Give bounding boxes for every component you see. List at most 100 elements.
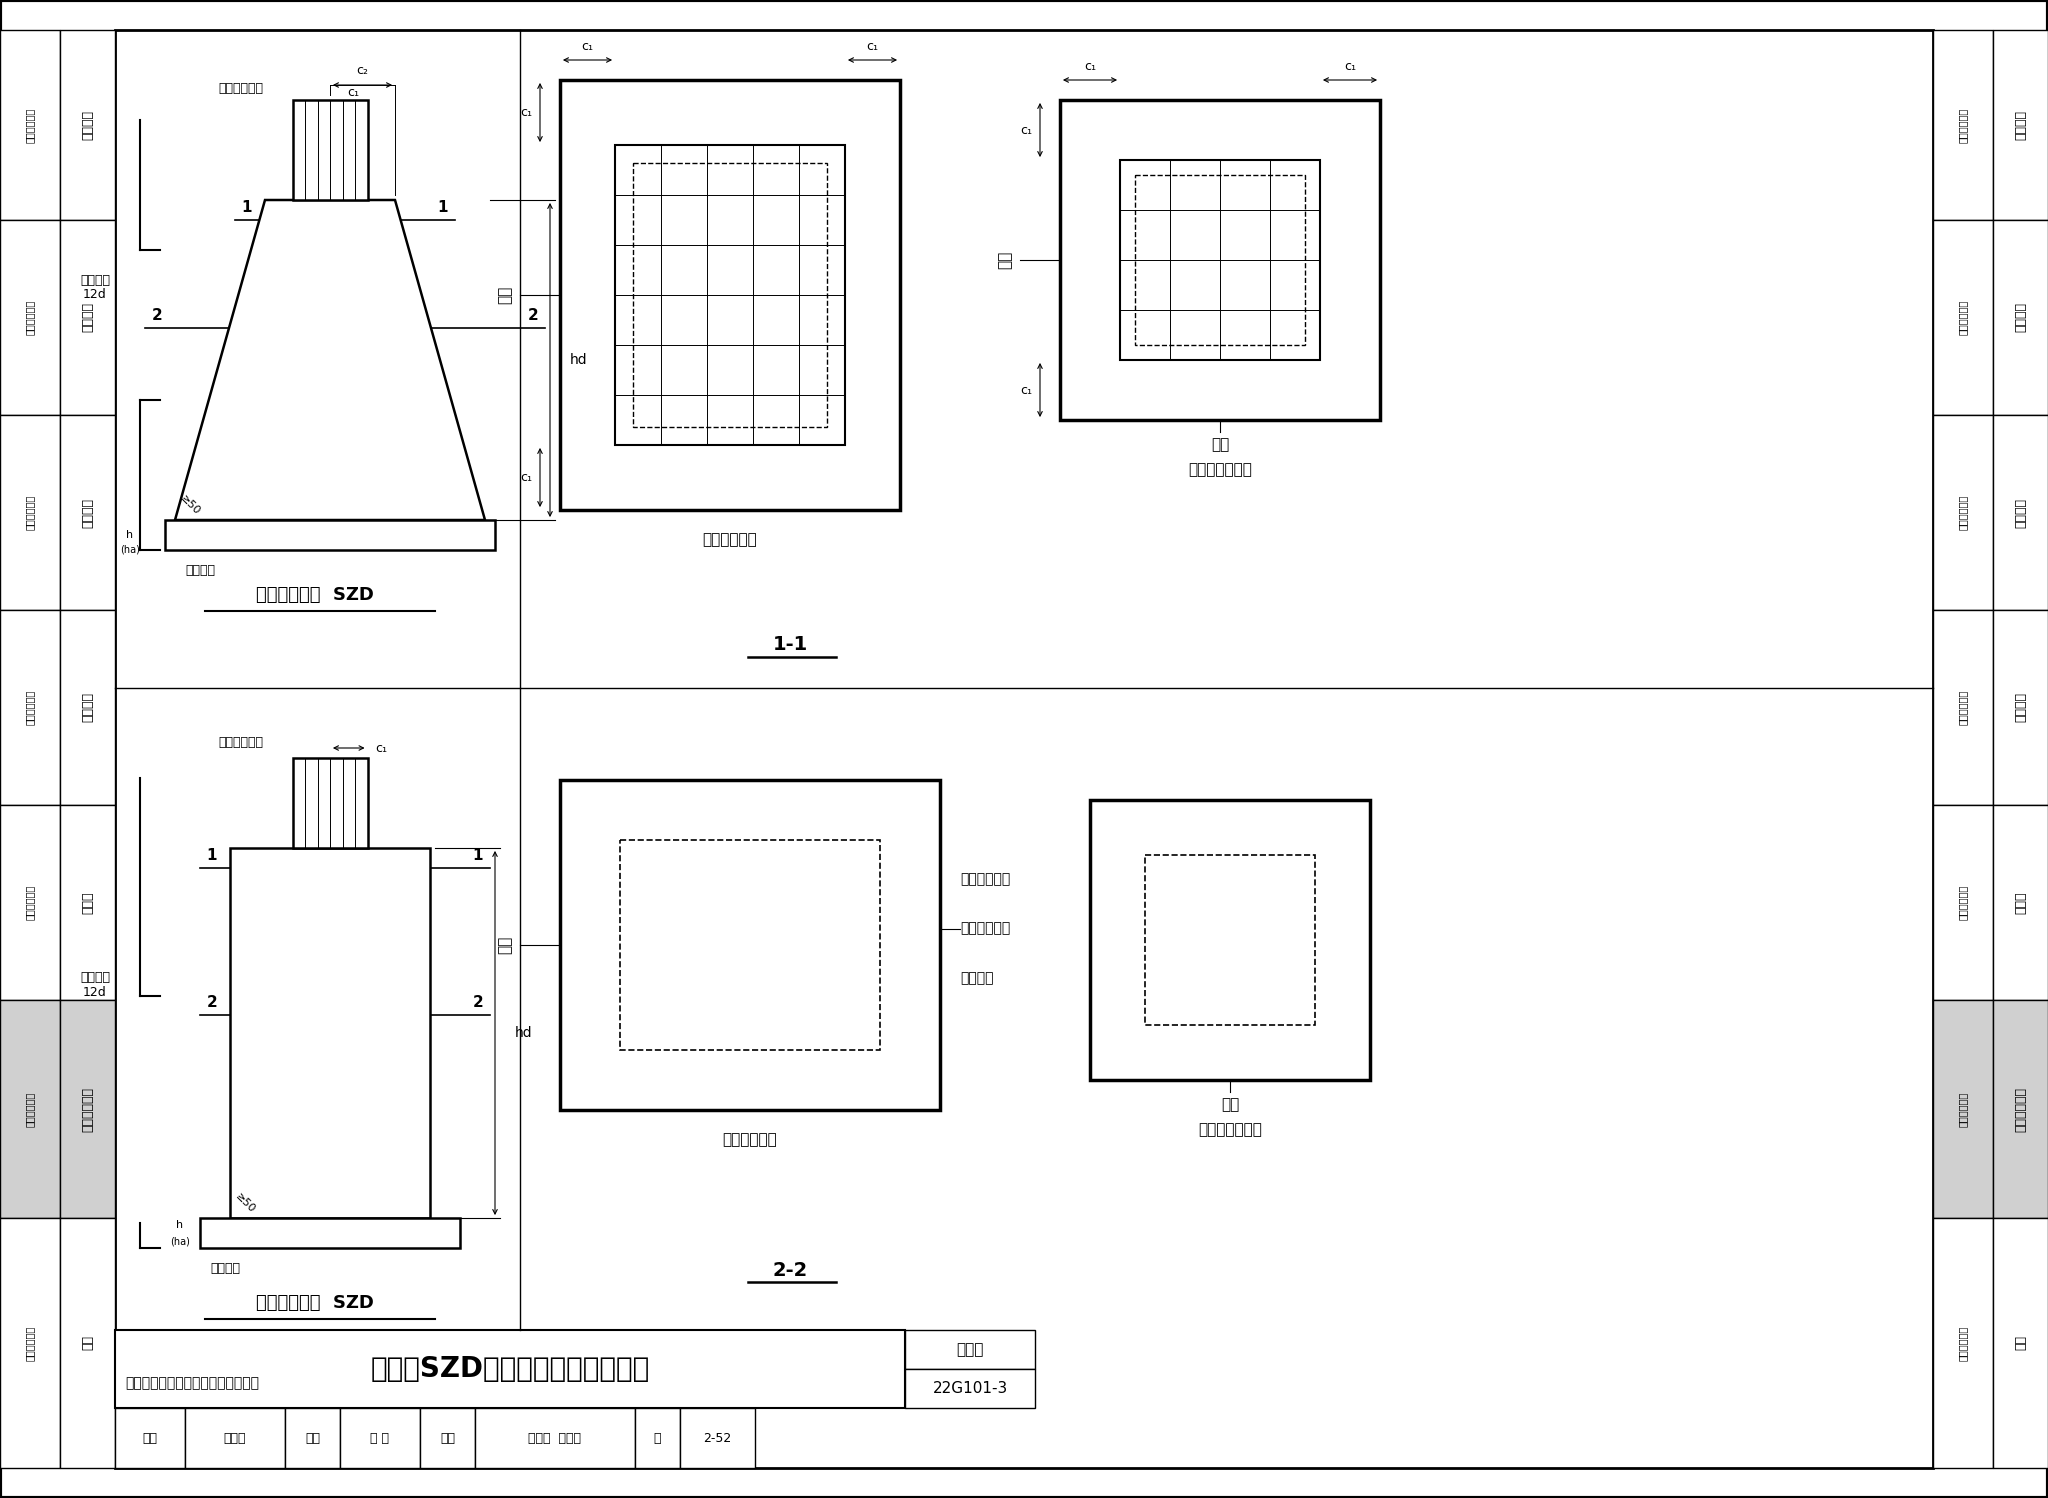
Bar <box>559 79 899 509</box>
Text: 箍筋: 箍筋 <box>498 936 512 954</box>
Text: 审核: 审核 <box>143 1432 158 1444</box>
Text: 何嘉明  何嘉明: 何嘉明 何嘉明 <box>528 1432 582 1444</box>
Bar <box>115 1408 184 1468</box>
Text: c₁: c₁ <box>866 39 879 52</box>
Text: （正方形截面）: （正方形截面） <box>1188 463 1251 478</box>
Text: c₁: c₁ <box>520 470 532 484</box>
Bar <box>1933 30 1993 220</box>
Text: （矩形截面）: （矩形截面） <box>723 1132 778 1147</box>
Text: 标准构造详图: 标准构造详图 <box>25 494 35 530</box>
Text: 2: 2 <box>473 995 483 1010</box>
Text: (ha): (ha) <box>121 545 139 554</box>
Text: 筏形基础: 筏形基础 <box>2013 692 2028 722</box>
Text: c₂: c₂ <box>356 63 369 76</box>
Bar <box>1933 415 1993 610</box>
Bar <box>1120 160 1321 360</box>
Bar <box>633 163 827 427</box>
Bar <box>680 1408 756 1468</box>
Bar <box>559 780 940 1110</box>
Text: ≥50: ≥50 <box>233 1191 256 1215</box>
Text: c₁: c₁ <box>375 742 387 755</box>
Polygon shape <box>174 201 485 520</box>
Text: 标准构造详图: 标准构造详图 <box>1958 494 1968 530</box>
Text: 一般构造: 一般构造 <box>2013 109 2028 139</box>
Text: 附录: 附录 <box>2013 1336 2028 1351</box>
Bar <box>420 1408 475 1468</box>
Text: 2: 2 <box>207 995 217 1010</box>
Text: 设计: 设计 <box>440 1432 455 1444</box>
Bar <box>621 840 881 1050</box>
Text: 1: 1 <box>473 848 483 863</box>
Text: 条形基础: 条形基础 <box>2013 497 2028 527</box>
Bar <box>59 804 115 1001</box>
Text: 箍筋: 箍筋 <box>1210 437 1229 452</box>
Bar <box>1145 855 1315 1025</box>
Text: hd: hd <box>514 1026 532 1040</box>
Text: c₁: c₁ <box>520 106 532 118</box>
Text: 均匀分布: 均匀分布 <box>961 971 993 986</box>
Text: ≥50: ≥50 <box>178 493 203 517</box>
Bar <box>229 848 430 1218</box>
Text: 毕 磊: 毕 磊 <box>371 1432 389 1444</box>
Text: 2: 2 <box>152 309 162 324</box>
Text: 附录: 附录 <box>82 1336 94 1351</box>
Text: 四角钢筋: 四角钢筋 <box>184 563 215 577</box>
Bar <box>59 30 115 220</box>
Text: c₁: c₁ <box>582 39 594 52</box>
Text: 标准构造详图: 标准构造详图 <box>1958 300 1968 336</box>
Text: 条形基础: 条形基础 <box>82 497 94 527</box>
Bar <box>59 1218 115 1468</box>
Text: 基础相关构造: 基础相关构造 <box>2013 1086 2028 1131</box>
Bar <box>905 1369 1034 1408</box>
Text: 标准构造详图: 标准构造详图 <box>1958 1092 1968 1126</box>
Bar <box>1090 800 1370 1080</box>
Bar <box>293 758 367 848</box>
Bar <box>1933 610 1993 804</box>
Bar <box>1933 1001 1993 1218</box>
Bar <box>184 1408 285 1468</box>
Bar <box>1061 100 1380 419</box>
Bar <box>166 520 496 550</box>
Bar <box>1993 1001 2048 1218</box>
Text: 2-2: 2-2 <box>772 1260 807 1279</box>
Bar <box>201 1218 461 1248</box>
Text: (ha): (ha) <box>170 1236 190 1246</box>
Text: 中间钢筋: 中间钢筋 <box>80 971 111 984</box>
Bar <box>1993 220 2048 415</box>
Text: 标准构造详图: 标准构造详图 <box>25 691 35 725</box>
Bar <box>0 30 59 220</box>
Text: 22G101-3: 22G101-3 <box>932 1381 1008 1396</box>
Text: 标准构造详图: 标准构造详图 <box>1958 885 1968 920</box>
Text: 标准构造详图: 标准构造详图 <box>1958 1326 1968 1360</box>
Text: 棱柱状上柱墩  SZD: 棱柱状上柱墩 SZD <box>256 1294 375 1312</box>
Text: 标准构造详图: 标准构造详图 <box>25 1326 35 1360</box>
Bar <box>115 30 1933 1468</box>
Text: h: h <box>127 530 133 539</box>
Text: 箍筋: 箍筋 <box>498 286 512 304</box>
Text: h: h <box>176 1219 184 1230</box>
Text: 标准构造详图: 标准构造详图 <box>1958 691 1968 725</box>
Bar <box>0 1218 59 1468</box>
Text: c₁: c₁ <box>1083 60 1096 72</box>
Bar <box>1933 1218 1993 1468</box>
Text: 筏形基础: 筏形基础 <box>82 692 94 722</box>
Text: c₁: c₁ <box>1020 123 1032 136</box>
Text: 四角钢筋: 四角钢筋 <box>211 1261 240 1275</box>
Text: 图集号: 图集号 <box>956 1342 983 1357</box>
Bar <box>1993 804 2048 1001</box>
Bar <box>475 1408 635 1468</box>
Text: c₁: c₁ <box>1020 383 1032 397</box>
Text: （矩形截面）: （矩形截面） <box>702 532 758 547</box>
Text: 九天直: 九天直 <box>223 1432 246 1444</box>
Text: c₁: c₁ <box>348 87 360 99</box>
Text: 标准构造详图: 标准构造详图 <box>25 300 35 336</box>
Bar <box>59 610 115 804</box>
Bar <box>0 415 59 610</box>
Bar <box>59 415 115 610</box>
Text: 校对: 校对 <box>305 1432 319 1444</box>
Bar <box>59 1001 115 1218</box>
Bar <box>614 145 846 445</box>
Bar <box>293 100 367 201</box>
Bar <box>1993 610 2048 804</box>
Bar <box>340 1408 420 1468</box>
